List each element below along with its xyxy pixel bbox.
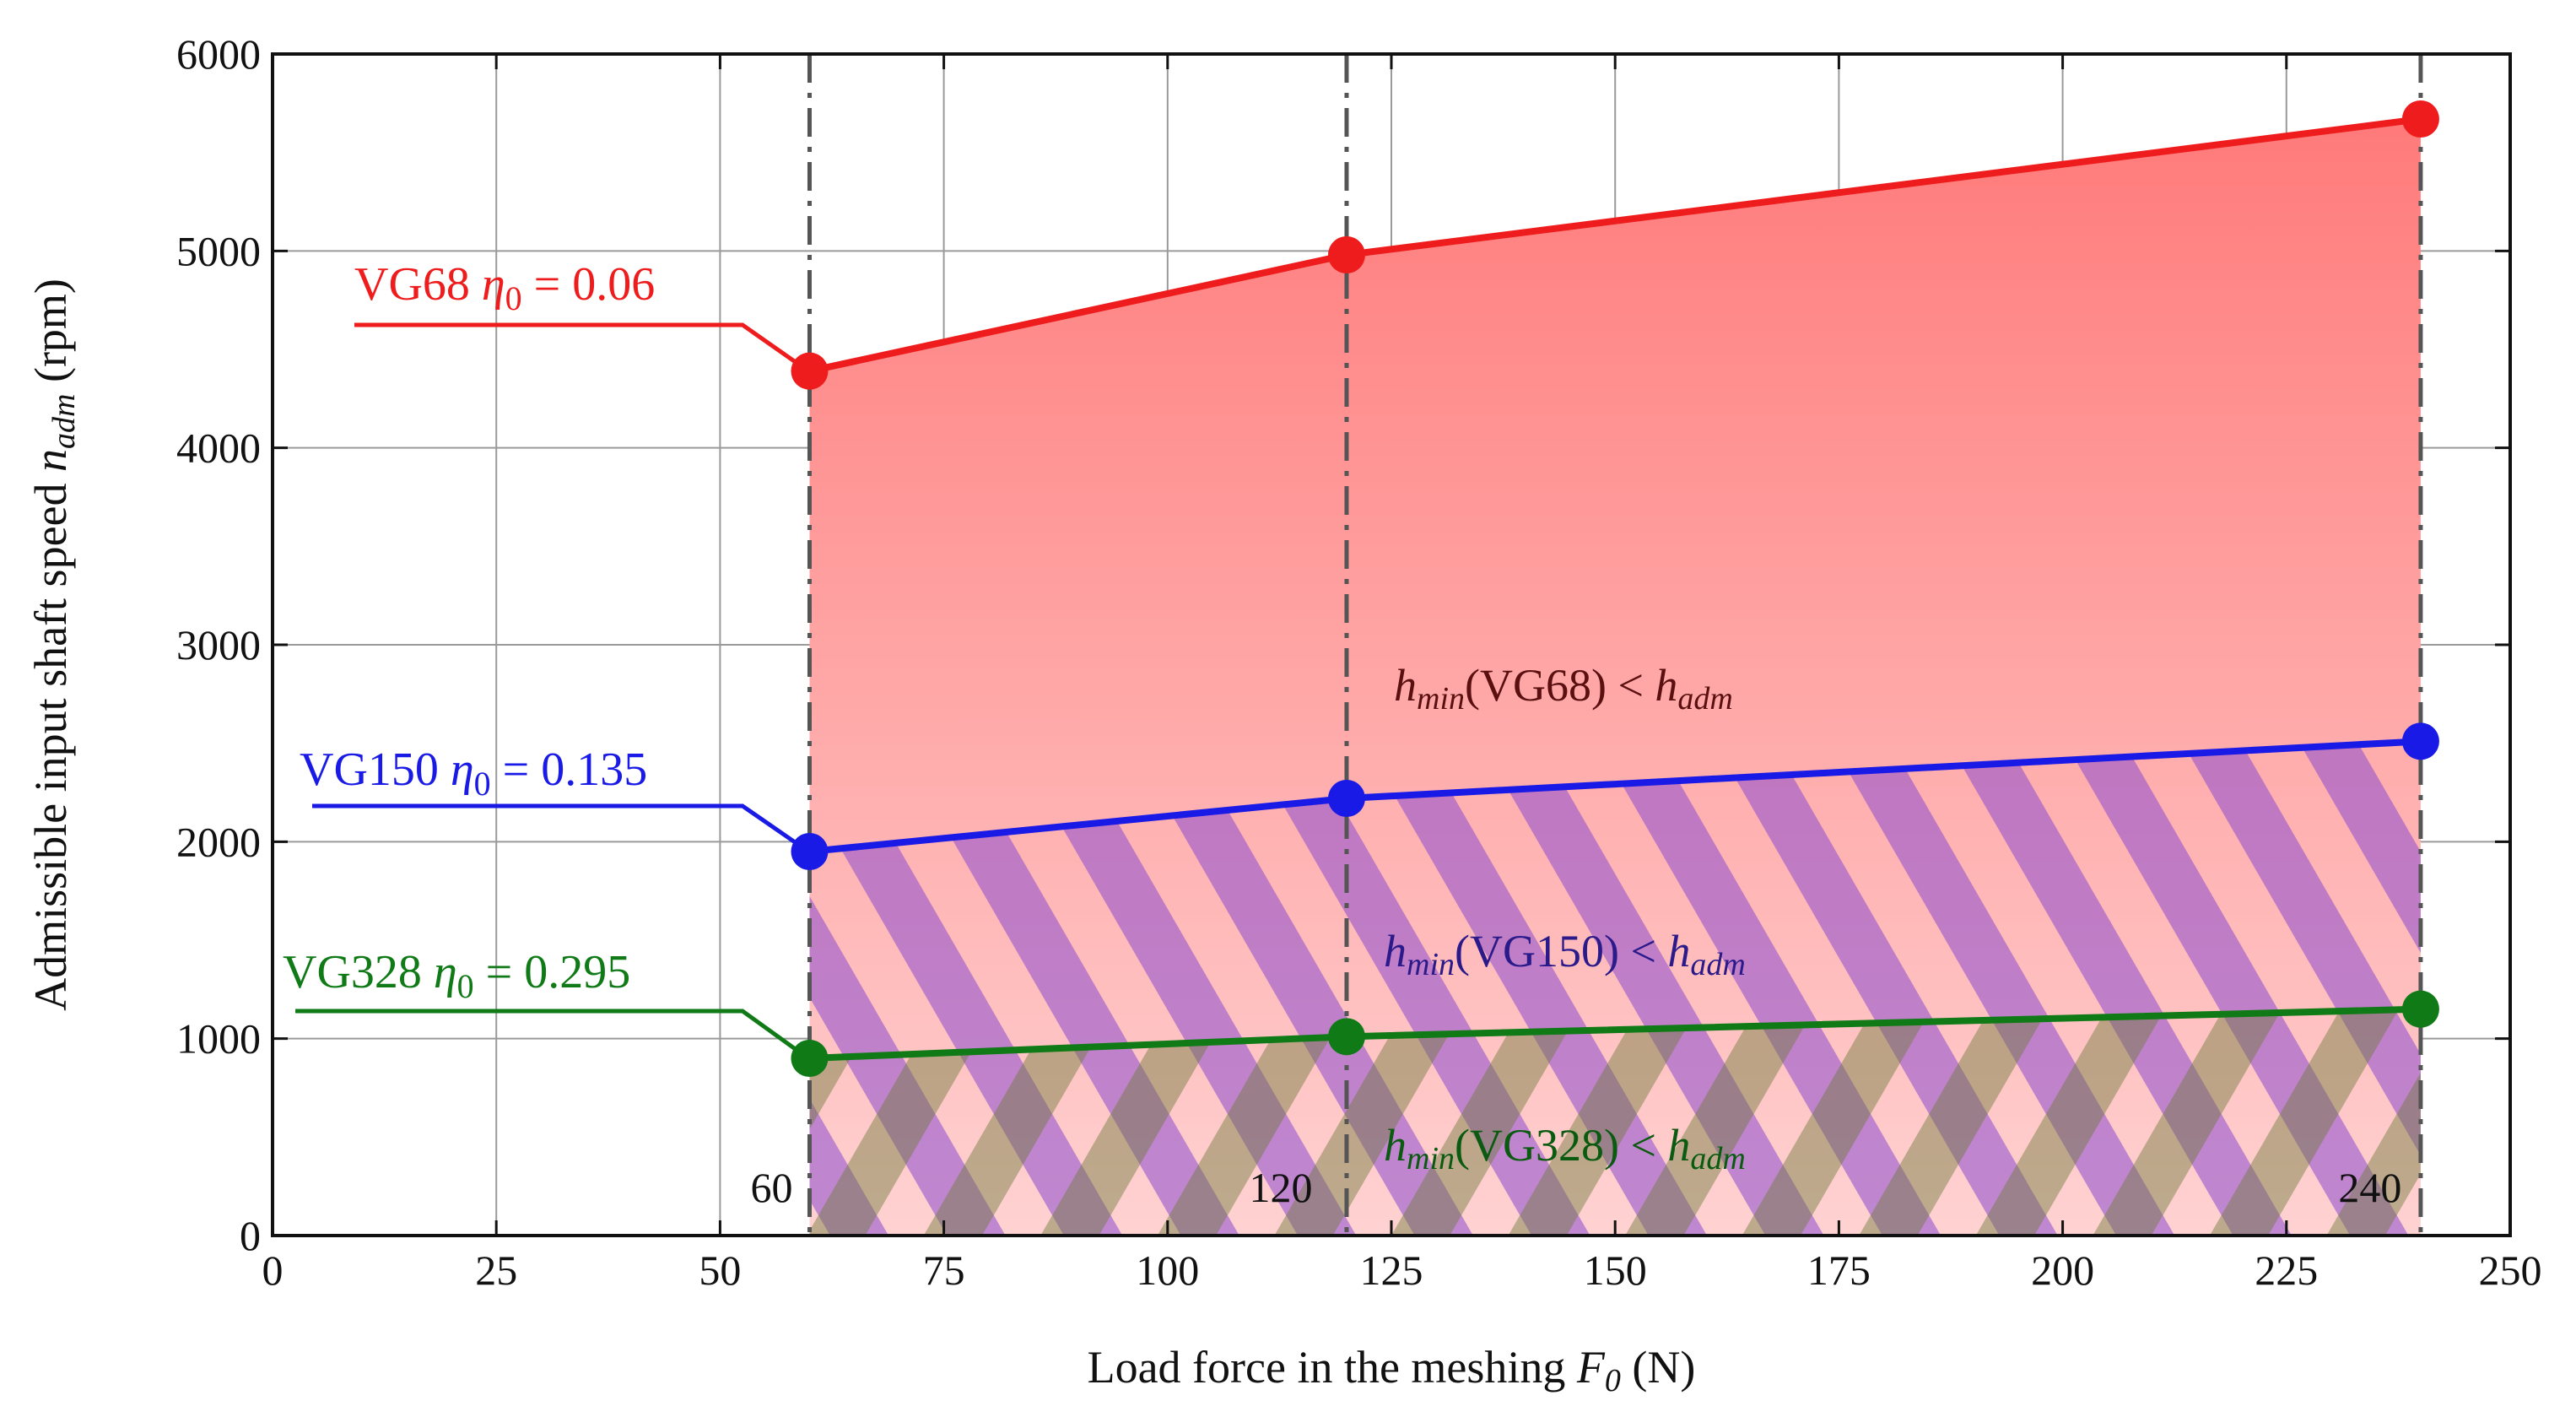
x-tick-label: 50 xyxy=(699,1247,741,1294)
point-vg328-60 xyxy=(791,1040,829,1077)
shaded-regions xyxy=(809,119,2421,1236)
x-tick-label: 225 xyxy=(2255,1247,2318,1294)
point-vg68-120 xyxy=(1327,236,1365,273)
series-label-vg68: VG68 η0 = 0.06 xyxy=(354,258,655,317)
marker-label-120: 120 xyxy=(1249,1164,1312,1211)
point-vg328-120 xyxy=(1327,1018,1365,1056)
region-vg328-area xyxy=(809,1009,2421,1236)
point-vg68-60 xyxy=(791,352,829,390)
marker-label-240: 240 xyxy=(2338,1164,2401,1211)
region-label-vg328: hmin(VG328) < hadm xyxy=(1384,1120,1746,1176)
leader-line-vg328 xyxy=(295,1009,802,1056)
region-label-vg68: hmin(VG68) < hadm xyxy=(1394,660,1733,717)
marker-label-60: 60 xyxy=(750,1164,792,1211)
point-vg150-240 xyxy=(2401,722,2439,760)
annotations: 60 120 240 VG68 η0 = 0.06 VG150 η0 = 0.135 VG… xyxy=(283,258,2401,1211)
y-tick-label: 6000 xyxy=(176,30,261,78)
y-axis-title: Admissible input shaft speed nadm (rpm) xyxy=(25,279,82,1011)
x-tick-label: 150 xyxy=(1584,1247,1647,1294)
series-label-vg328: VG328 η0 = 0.295 xyxy=(283,946,630,1005)
leader-line-vg68 xyxy=(354,322,802,368)
y-tick-label: 3000 xyxy=(176,621,261,668)
x-tick-label: 175 xyxy=(1807,1247,1871,1294)
x-tick-label: 25 xyxy=(475,1247,517,1294)
point-vg328-240 xyxy=(2401,990,2439,1028)
leader-line-vg150 xyxy=(312,803,802,849)
point-vg150-60 xyxy=(791,833,829,870)
data-points xyxy=(791,100,2439,1077)
region-label-vg150: hmin(VG150) < hadm xyxy=(1384,926,1746,982)
y-tick-label: 4000 xyxy=(176,425,261,472)
x-tick-label: 200 xyxy=(2031,1247,2094,1294)
y-tick-label: 0 xyxy=(240,1212,261,1259)
axes: 0 25 50 75 100 125 150 175 200 225 250 0 1000 2000 300… xyxy=(25,30,2542,1398)
series-label-vg150: VG150 η0 = 0.135 xyxy=(300,744,647,803)
point-vg68-240 xyxy=(2401,100,2439,138)
y-tick-label: 1000 xyxy=(176,1015,261,1063)
x-tick-label: 100 xyxy=(1136,1247,1199,1294)
x-tick-label: 0 xyxy=(262,1247,284,1294)
y-tick-label: 2000 xyxy=(176,818,261,865)
x-axis-title: Load force in the meshing F0 (N) xyxy=(1088,1342,1696,1398)
y-tick-label: 5000 xyxy=(176,227,261,274)
point-vg150-120 xyxy=(1327,780,1365,817)
x-tick-label: 250 xyxy=(2479,1247,2542,1294)
x-tick-label: 125 xyxy=(1360,1247,1423,1294)
x-tick-label: 75 xyxy=(923,1247,965,1294)
